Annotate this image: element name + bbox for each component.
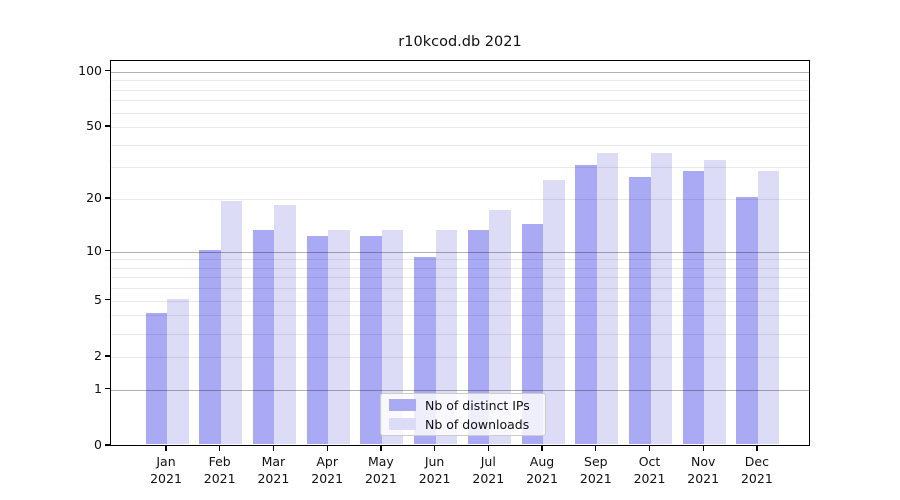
x-tick-label-jun: Jun 2021 [418,454,451,486]
minor-gridline-50 [111,127,809,128]
minor-gridline-70 [111,100,809,102]
y-tick-mark [105,355,110,357]
legend-label-downloads: Nb of downloads [425,416,530,432]
bar-downloads-oct [650,153,672,444]
x-tick-label-dec: Dec 2021 [740,454,773,486]
x-tick-mark [595,446,597,451]
minor-gridline-60 [111,112,809,114]
y-tick-label-20: 20 [86,190,102,205]
x-tick-label-may: May 2021 [364,454,397,486]
bar-downloads-jul [489,209,511,444]
legend-item-downloads: Nb of downloads [381,416,545,433]
y-tick-label-50: 50 [86,118,102,133]
y-tick-mark [105,69,110,72]
bar-downloads-sep [596,153,619,444]
bar-downloads-apr [328,229,350,444]
x-tick-mark [648,446,651,451]
y-tick-mark [105,125,110,127]
y-tick-label-100: 100 [78,62,102,78]
y-tick-mark [105,197,110,199]
bar-distinct-ips-jul [467,229,490,444]
x-tick-mark [380,446,382,451]
x-tick-mark [487,446,489,451]
x-tick-mark [433,446,436,451]
minor-gridline-90 [111,80,809,82]
x-tick-label-jul: Jul 2021 [472,454,505,486]
bar-distinct-ips-sep [575,165,597,444]
y-tick-label-1: 1 [94,380,102,396]
x-tick-label-oct: Oct 2021 [633,454,666,486]
bar-distinct-ips-apr [306,235,329,444]
chart-title: r10kcod.db 2021 [398,34,522,50]
major-gridline-100 [111,71,809,73]
y-tick-mark [105,298,110,301]
bar-distinct-ips-feb [199,249,221,444]
legend-swatch-downloads [389,418,416,430]
x-tick-label-mar: Mar 2021 [257,454,290,486]
bar-downloads-feb [220,201,243,444]
legend-item-distinct-ips: Nb of distinct IPs [381,397,545,414]
x-tick-mark [219,446,221,451]
x-tick-mark [326,446,328,451]
legend: Nb of distinct IPs Nb of downloads [380,393,546,436]
x-tick-mark [541,446,543,451]
x-tick-mark [272,446,275,451]
bar-distinct-ips-aug [521,224,543,444]
legend-swatch-distinct-ips [389,399,416,411]
x-tick-label-jan: Jan 2021 [150,454,182,486]
x-tick-label-nov: Nov 2021 [687,454,720,486]
y-tick-mark [105,444,110,446]
x-tick-mark [702,446,704,451]
y-tick-label-0: 0 [94,437,102,452]
y-tick-mark [105,388,110,390]
x-tick-mark [756,446,758,451]
legend-label-distinct-ips: Nb of distinct IPs [425,397,530,413]
x-tick-mark [165,446,167,451]
plot-area: Nb of distinct IPs Nb of downloads [110,60,810,446]
bar-distinct-ips-mar [252,229,275,444]
minor-gridline-40 [111,144,809,146]
y-tick-mark [105,249,110,252]
x-tick-label-feb: Feb 2021 [203,454,236,486]
bar-downloads-mar [274,205,296,444]
bar-distinct-ips-may [360,235,382,444]
bar-downloads-dec [757,170,780,444]
y-tick-label-5: 5 [94,291,102,307]
bar-downloads-jan [167,298,189,444]
bar-downloads-aug [543,179,565,444]
bar-distinct-ips-jan [145,313,167,444]
bar-distinct-ips-dec [736,197,758,444]
minor-gridline-80 [111,89,809,91]
y-tick-label-10: 10 [86,242,102,258]
bar-downloads-jun [435,229,458,444]
x-tick-label-apr: Apr 2021 [311,454,344,486]
bar-distinct-ips-nov [682,170,705,444]
bar-distinct-ips-oct [629,176,651,444]
bar-downloads-nov [704,160,726,444]
x-tick-label-sep: Sep 2021 [579,454,612,486]
bar-downloads-may [381,229,404,444]
x-tick-label-aug: Aug 2021 [526,454,558,486]
y-tick-label-2: 2 [94,347,102,363]
